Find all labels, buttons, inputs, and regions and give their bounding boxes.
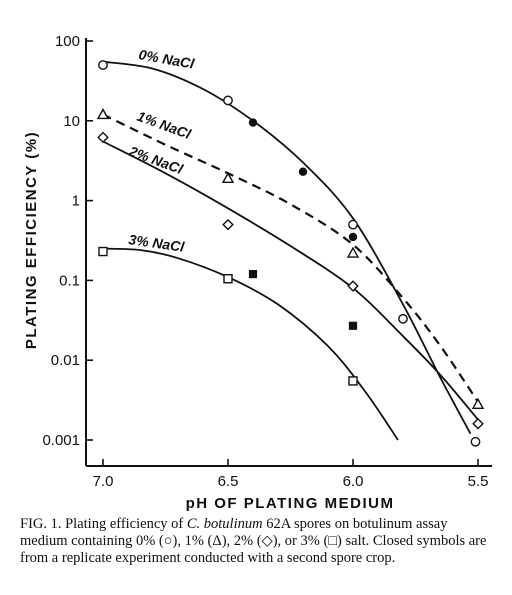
series-curve-2pct	[102, 140, 479, 421]
chart-axes: 0.001 0.01 0.1 1 10 100 7.0 6.5 6.0 5.5	[42, 33, 492, 490]
caption-suffix: 62A spores on botulinum assay medium con…	[20, 516, 487, 566]
open-square-marker	[223, 274, 233, 284]
open-diamond-marker	[472, 417, 484, 430]
closed-square-marker	[348, 321, 358, 330]
series-curve-1pct	[102, 113, 479, 403]
open-circle-marker	[348, 219, 358, 230]
y-tick-label: 0.1	[59, 272, 80, 289]
series-curve-0pct	[102, 60, 472, 435]
closed-circle-marker	[298, 167, 308, 176]
open-circle-marker	[98, 60, 108, 70]
open-diamond-marker	[97, 131, 109, 144]
open-triangle-marker	[221, 171, 235, 184]
open-square-marker	[348, 376, 358, 386]
open-circle-marker	[470, 436, 481, 447]
caption-prefix: FIG. 1. Plating efficiency of	[20, 516, 187, 532]
open-square-marker	[98, 246, 108, 257]
x-axis-title: pH OF PLATING MEDIUM	[186, 495, 395, 512]
x-tick-label: 5.5	[468, 473, 489, 490]
x-tick-label: 7.0	[93, 473, 114, 490]
open-diamond-marker	[222, 218, 234, 231]
series-markers	[96, 60, 485, 447]
closed-circle-marker	[248, 118, 258, 127]
series-label-2pct: 2% NaCl	[126, 142, 186, 177]
x-tick-label: 6.5	[218, 473, 239, 490]
y-tick-label: 0.001	[42, 432, 80, 449]
y-tick-label: 10	[63, 113, 80, 130]
y-tick-label: 0.01	[51, 352, 80, 369]
x-tick-label: 6.0	[343, 473, 364, 490]
open-circle-marker	[223, 95, 233, 106]
open-triangle-marker	[346, 246, 360, 258]
caption-organism: C. botulinum	[186, 516, 263, 532]
series-label-1pct: 1% NaCl	[135, 108, 194, 143]
y-axis-title: PLATING EFFICIENCY (%)	[23, 131, 40, 349]
y-tick-label: 100	[55, 33, 80, 50]
closed-square-marker	[248, 269, 258, 279]
y-tick-label: 1	[72, 193, 80, 210]
series-label-3pct: 3% NaCl	[128, 231, 187, 255]
open-circle-marker	[398, 313, 408, 324]
series-curves	[102, 60, 479, 441]
series-curve-3pct	[102, 247, 399, 441]
open-diamond-marker	[347, 280, 359, 292]
closed-circle-marker	[348, 232, 358, 242]
figure-caption: FIG. 1. Plating efficiency of C. botulin…	[20, 516, 496, 567]
open-triangle-marker	[471, 397, 485, 410]
open-triangle-marker	[96, 108, 110, 120]
